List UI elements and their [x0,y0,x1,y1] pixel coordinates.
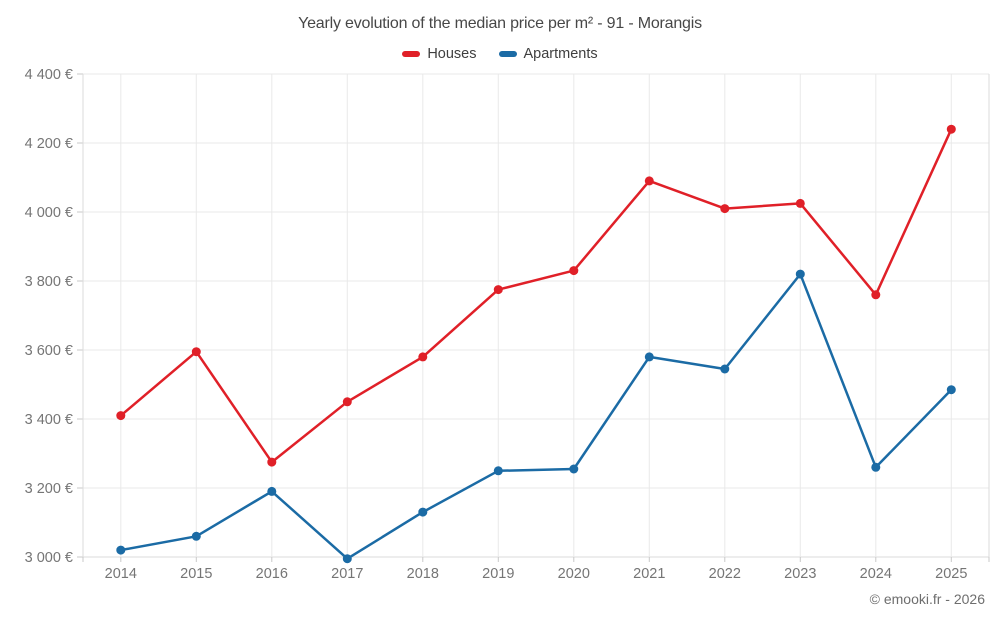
legend-item-houses[interactable]: Houses [402,46,477,62]
houses-point-2014[interactable] [116,411,126,421]
apartments-point-2015[interactable] [191,531,201,541]
apartments-point-2023[interactable] [795,269,805,279]
chart-title: Yearly evolution of the median price per… [298,15,702,32]
x-axis-label: 2024 [860,566,892,582]
x-axis-label: 2021 [633,566,665,582]
apartments-point-2021[interactable] [644,352,654,362]
x-axis-label: 2015 [180,566,212,582]
legend-label-houses: Houses [427,46,477,62]
houses-point-2020[interactable] [569,266,579,276]
x-axis-label: 2016 [256,566,288,582]
x-axis-label: 2014 [105,566,137,582]
houses-point-2016[interactable] [267,457,277,467]
y-axis-label: 4 000 € [25,205,73,221]
copyright-watermark: © emooki.fr - 2026 [869,591,985,607]
chart-legend: Houses Apartments [0,46,1000,62]
y-axis-label: 3 800 € [25,274,73,290]
houses-point-2019[interactable] [493,285,503,295]
x-axis-label: 2023 [784,566,816,582]
houses-point-2015[interactable] [191,347,201,357]
houses-point-2017[interactable] [342,397,352,407]
x-axis-label: 2020 [558,566,590,582]
x-axis-label: 2022 [709,566,741,582]
y-axis-label: 4 400 € [25,67,73,83]
y-axis-label: 4 200 € [25,136,73,152]
houses-point-2018[interactable] [418,352,428,362]
houses-line [119,127,953,464]
y-axis-label: 3 600 € [25,343,73,359]
apartments-point-2022[interactable] [720,364,730,374]
houses-point-2025[interactable] [946,124,956,134]
apartments-point-2016[interactable] [267,486,277,496]
apartments-point-2024[interactable] [871,462,881,472]
houses-point-2024[interactable] [871,290,881,300]
apartments-point-2025[interactable] [946,385,956,395]
y-axis-label: 3 000 € [25,550,73,566]
houses-point-2023[interactable] [795,198,805,208]
apartments-line [119,272,953,560]
x-axis-label: 2017 [331,566,363,582]
apartments-color-swatch [498,51,517,57]
x-axis-label: 2025 [935,566,967,582]
houses-point-2022[interactable] [720,204,730,214]
houses-color-swatch [402,51,421,57]
apartments-point-2018[interactable] [418,507,428,517]
apartments-point-2014[interactable] [116,545,126,555]
apartments-point-2019[interactable] [493,466,503,476]
x-axis-label: 2018 [407,566,439,582]
x-axis-label: 2019 [482,566,514,582]
y-axis-label: 3 400 € [25,412,73,428]
y-axis-label: 3 200 € [25,481,73,497]
apartments-point-2020[interactable] [569,464,579,474]
legend-item-apartments[interactable]: Apartments [498,46,598,62]
houses-point-2021[interactable] [644,176,654,186]
legend-label-apartments: Apartments [523,46,598,62]
apartments-point-2017[interactable] [342,554,352,564]
